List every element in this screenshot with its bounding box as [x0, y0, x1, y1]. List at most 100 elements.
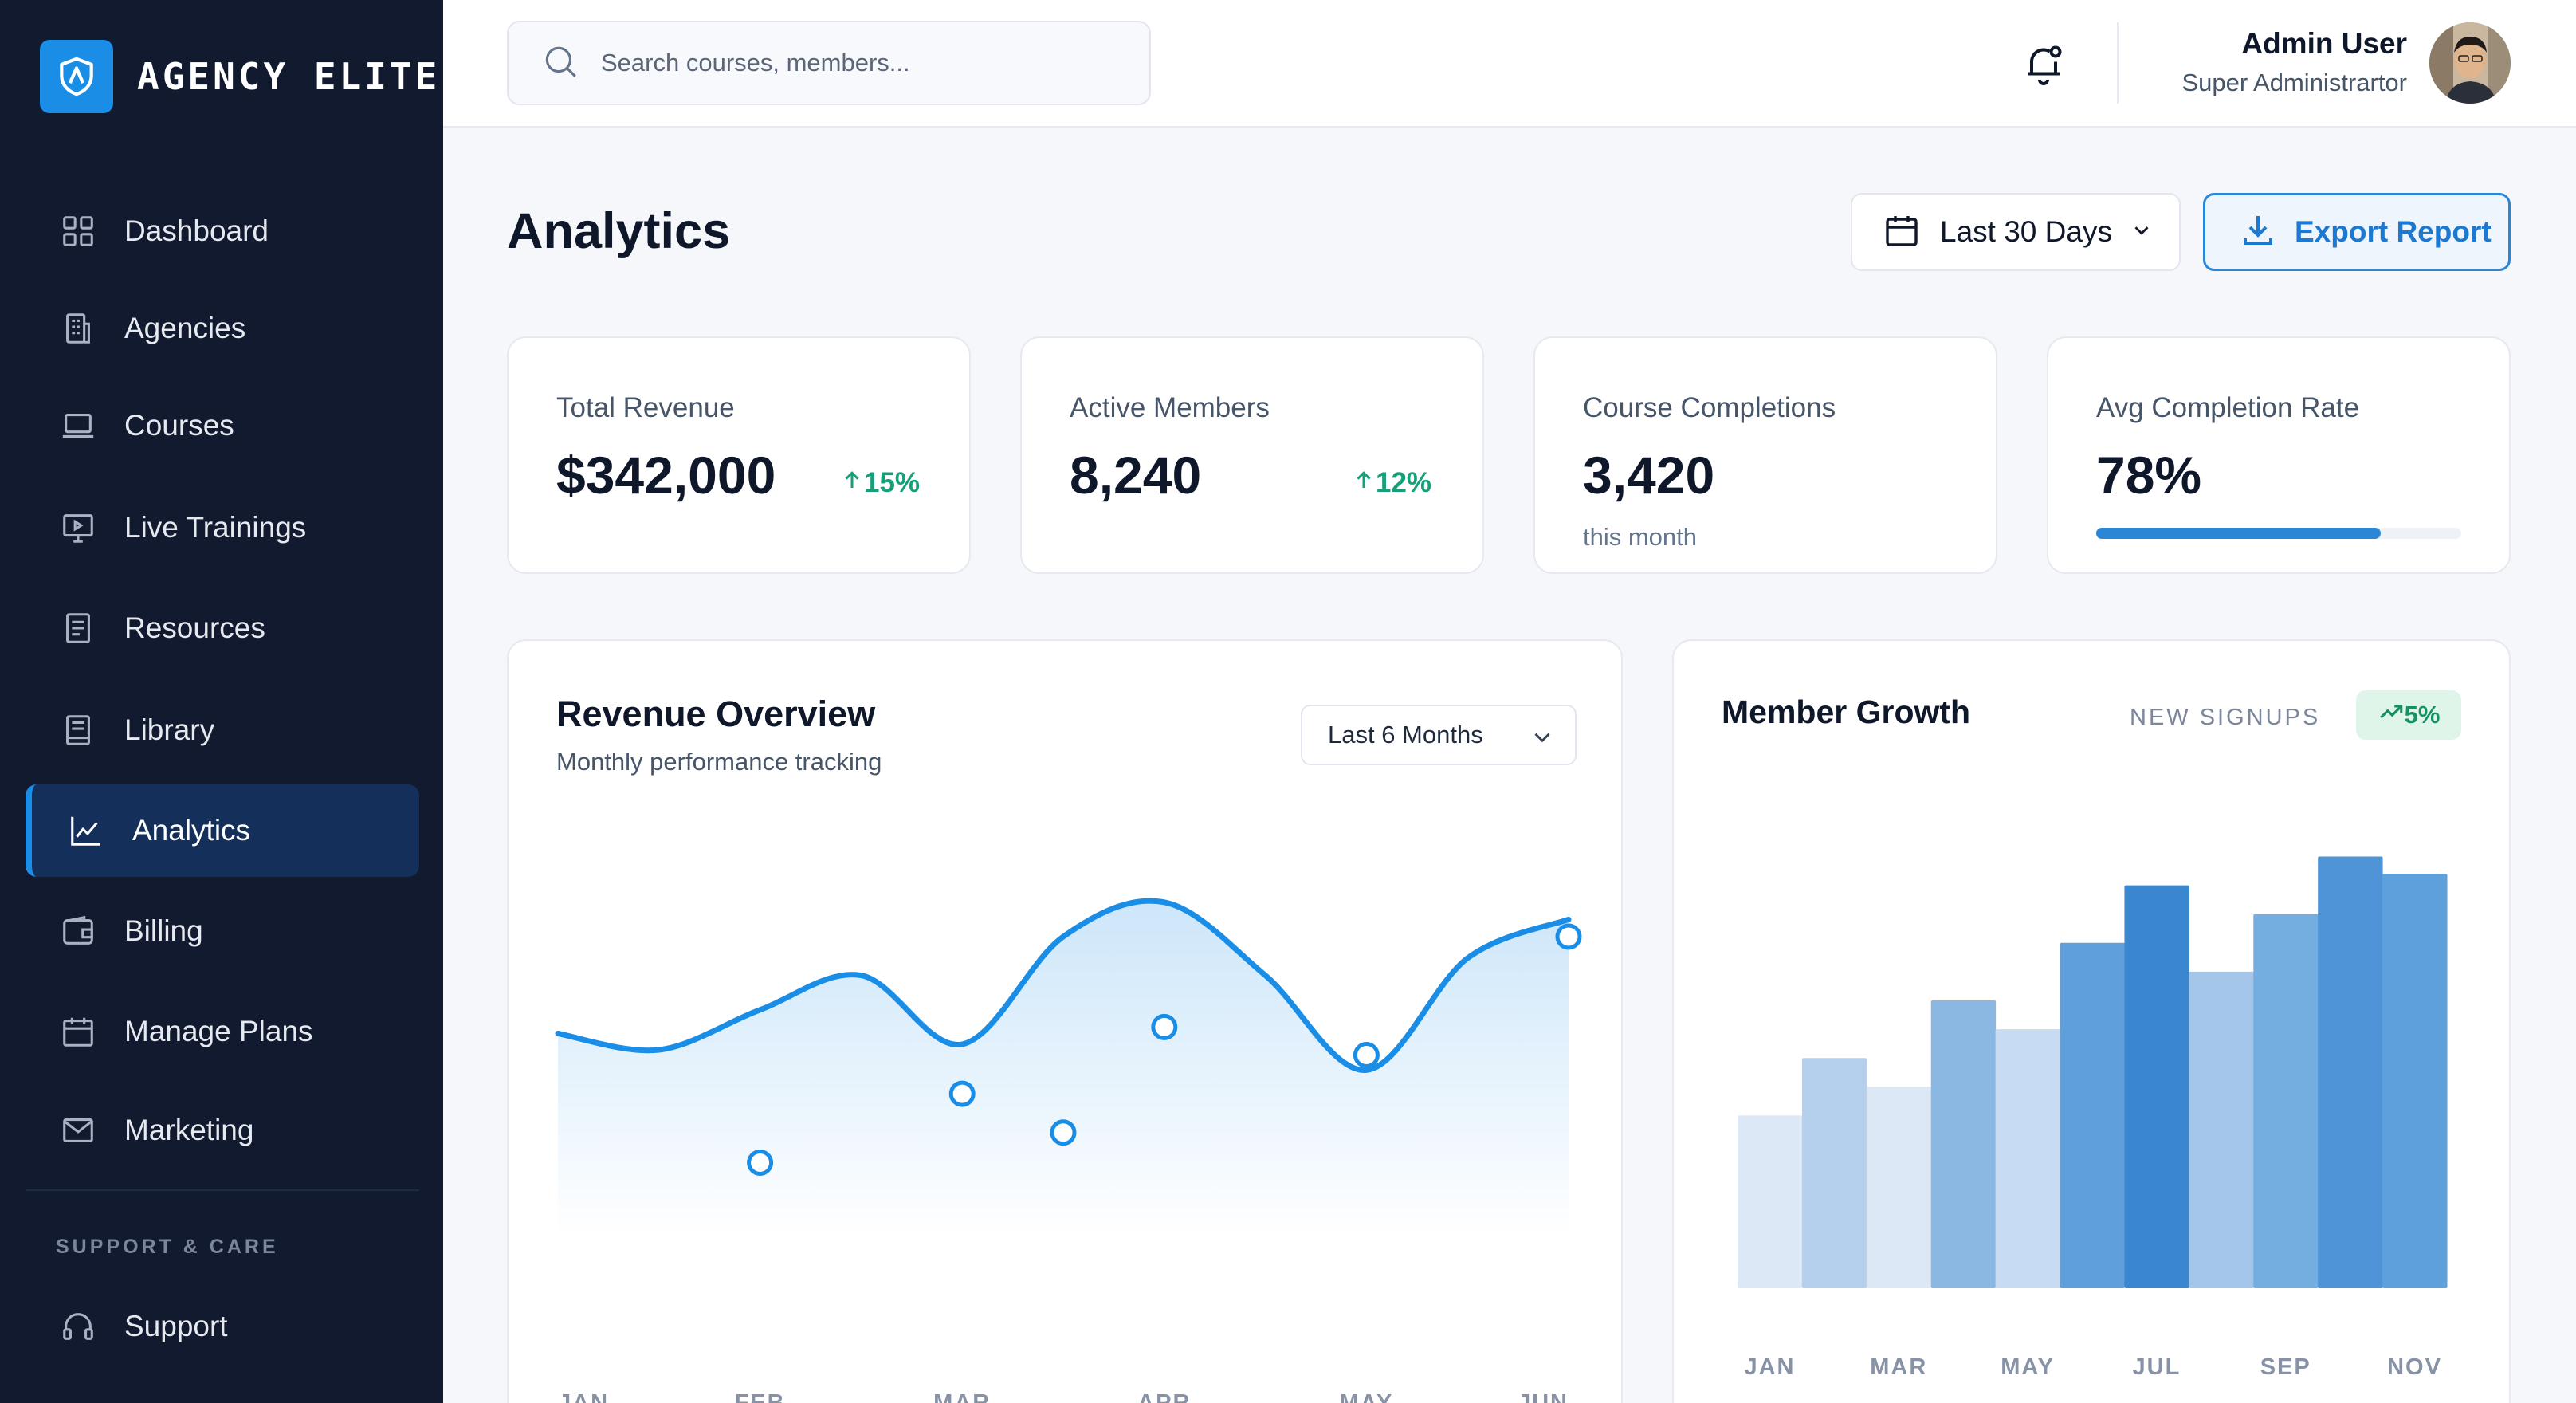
completion-progress-fill: [2096, 528, 2382, 539]
stat-note: this month: [1583, 523, 1698, 551]
member-bar[interactable]: [1930, 1000, 1997, 1288]
header-divider: [2117, 22, 2119, 104]
sidebar-item-dashboard[interactable]: Dashboard: [26, 185, 419, 277]
revenue-point[interactable]: [1151, 1013, 1178, 1040]
sidebar: AGENCY ELITE Dashboard Agencies Courses …: [0, 0, 443, 1403]
sidebar-item-resources[interactable]: Resources: [26, 582, 419, 674]
stat-value: $342,000: [556, 446, 776, 505]
member-bar[interactable]: [2253, 914, 2319, 1288]
sidebar-item-analytics[interactable]: Analytics: [26, 784, 419, 877]
wallet-icon: [57, 910, 99, 952]
sidebar-item-marketing[interactable]: Marketing: [26, 1084, 419, 1177]
member-bar[interactable]: [2060, 942, 2125, 1288]
x-tick-label: MAR: [933, 1390, 991, 1403]
revenue-point[interactable]: [1050, 1119, 1077, 1146]
export-report-button[interactable]: Export Report: [2203, 193, 2511, 271]
stat-card-course-completions: Course Completions 3,420 this month: [1533, 336, 1997, 574]
stat-label: Total Revenue: [556, 392, 735, 423]
stat-label: Course Completions: [1583, 392, 1836, 423]
stat-value: 8,240: [1070, 446, 1202, 505]
member-bar[interactable]: [1995, 1029, 2061, 1288]
stat-trend-value: 15%: [864, 467, 921, 498]
member-growth-panel: JAN MAR MAY JUL SEP NOV Member Growth NEW SIG…: [1672, 639, 2511, 1403]
search-box[interactable]: [507, 21, 1151, 105]
sidebar-item-agencies[interactable]: Agencies: [26, 282, 419, 375]
x-tick-label: MAR: [1870, 1354, 1927, 1380]
revenue-range-select[interactable]: Last 6 Months: [1301, 705, 1577, 765]
member-bar[interactable]: [1866, 1087, 1932, 1288]
top-bar: Admin User Super Administrartor: [443, 0, 2576, 128]
revenue-point[interactable]: [1555, 923, 1582, 950]
book-icon: [57, 709, 99, 751]
member-bar[interactable]: [1801, 1058, 1867, 1288]
revenue-point[interactable]: [1353, 1042, 1380, 1068]
sidebar-item-label: Billing: [124, 914, 203, 947]
headset-icon: [57, 1306, 99, 1347]
stat-trend: 15%: [840, 467, 920, 499]
revenue-panel-title: Revenue Overview: [556, 694, 876, 734]
user-role: Super Administrartor: [2181, 69, 2407, 96]
member-panel-meta: NEW SIGNUPS: [2130, 705, 2321, 730]
x-tick-label: APR: [1137, 1390, 1191, 1403]
sidebar-item-live-trainings[interactable]: Live Trainings: [26, 481, 419, 574]
member-bar[interactable]: [2124, 885, 2189, 1288]
date-range-label: Last 30 Days: [1940, 215, 2112, 248]
brand[interactable]: AGENCY ELITE: [40, 40, 440, 113]
sidebar-item-label: Marketing: [124, 1114, 254, 1146]
sidebar-item-billing[interactable]: Billing: [26, 885, 419, 977]
member-bar[interactable]: [2189, 971, 2254, 1288]
x-tick-label: JAN: [1744, 1354, 1795, 1380]
notification-bell-icon[interactable]: [2015, 35, 2072, 92]
page-title: Analytics: [507, 203, 731, 259]
stat-card-active-members: Active Members 8,240 12%: [1020, 336, 1484, 574]
x-tick-label: FEB: [735, 1390, 786, 1403]
sidebar-item-support[interactable]: Support: [26, 1280, 419, 1373]
sidebar-item-label: Courses: [124, 409, 234, 442]
grid-icon: [57, 210, 99, 252]
sidebar-item-label: Manage Plans: [124, 1015, 313, 1047]
mail-icon: [57, 1110, 99, 1151]
arrow-up-icon: [1352, 467, 1376, 499]
sidebar-item-label: Agencies: [124, 312, 246, 344]
stat-label: Active Members: [1070, 392, 1270, 423]
revenue-overview-panel: JAN FEB MAR APR MAY JUN Revenue Overview Mont…: [507, 639, 1623, 1403]
growth-badge: 5%: [2356, 690, 2461, 740]
chevron-down-icon: [1529, 724, 1556, 755]
revenue-line: [555, 898, 1572, 1073]
completion-progress-bar: [2096, 528, 2461, 539]
revenue-panel-subtitle: Monthly performance tracking: [556, 748, 882, 776]
sidebar-item-label: Library: [124, 713, 215, 746]
download-icon: [2239, 211, 2277, 253]
member-bar[interactable]: [2318, 856, 2383, 1289]
sidebar-item-label: Resources: [124, 611, 265, 644]
date-range-button[interactable]: Last 30 Days: [1851, 193, 2181, 271]
stat-label: Avg Completion Rate: [2096, 392, 2360, 423]
growth-badge-value: 5%: [2404, 701, 2441, 729]
calendar-icon: [57, 1011, 99, 1052]
sidebar-divider: [26, 1189, 419, 1191]
building-icon: [57, 308, 99, 349]
search-input[interactable]: [601, 49, 1111, 77]
support-section-title: SUPPORT & CARE: [56, 1236, 279, 1258]
revenue-point[interactable]: [747, 1150, 774, 1176]
revenue-range-label: Last 6 Months: [1328, 721, 1483, 749]
member-bar[interactable]: [1738, 1115, 1803, 1288]
x-tick-label: JAN: [558, 1390, 609, 1403]
avatar[interactable]: [2429, 22, 2511, 104]
sidebar-item-library[interactable]: Library: [26, 684, 419, 776]
x-tick-label: JUL: [2133, 1354, 2181, 1380]
shield-icon: [40, 40, 113, 113]
user-name: Admin User: [2241, 27, 2407, 60]
stat-value: 3,420: [1583, 446, 1715, 505]
sidebar-item-courses[interactable]: Courses: [26, 379, 419, 472]
sidebar-item-label: Analytics: [132, 814, 251, 847]
x-tick-label: NOV: [2387, 1354, 2442, 1380]
revenue-point[interactable]: [948, 1080, 976, 1107]
chevron-down-icon: [2130, 218, 2154, 246]
x-tick-label: SEP: [2260, 1354, 2311, 1380]
trending-up-icon: [2378, 698, 2405, 732]
sidebar-item-manage-plans[interactable]: Manage Plans: [26, 985, 419, 1078]
calendar-icon: [1883, 211, 1921, 253]
member-bar[interactable]: [2382, 874, 2448, 1288]
arrow-up-icon: [840, 467, 864, 499]
